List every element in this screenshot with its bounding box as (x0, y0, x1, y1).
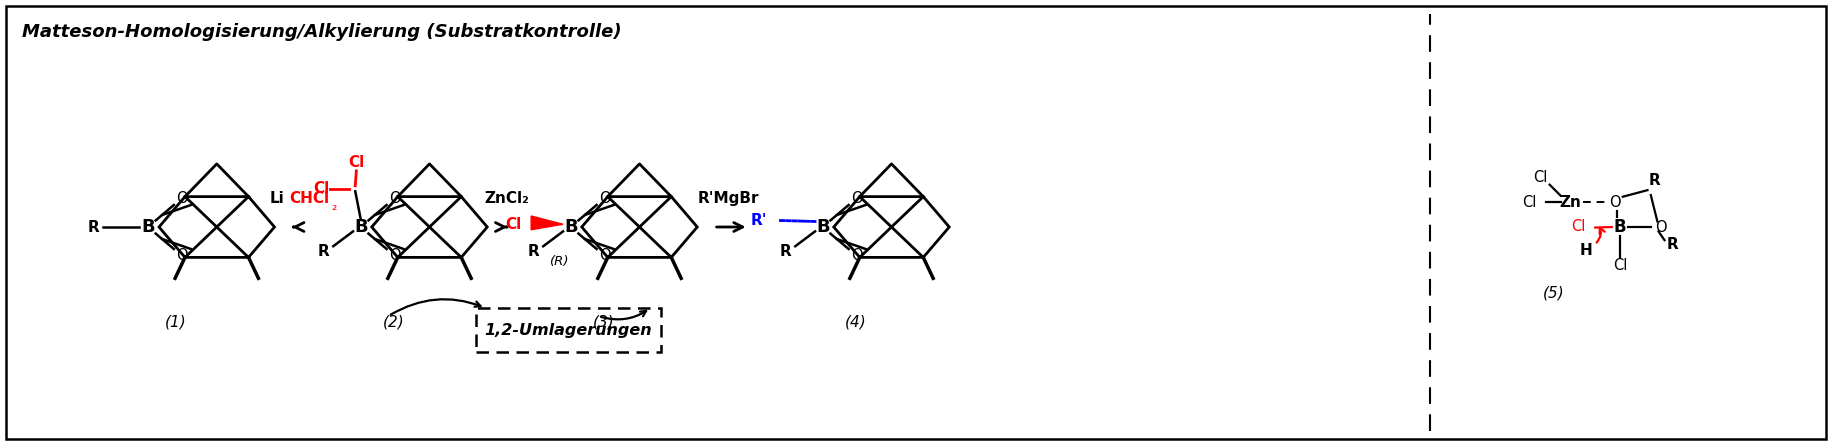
Text: (R): (R) (550, 255, 570, 267)
Text: (5): (5) (1543, 286, 1565, 300)
Text: Matteson-Homologisierung/Alkylierung (Substratkontrolle): Matteson-Homologisierung/Alkylierung (Su… (22, 23, 621, 41)
FancyBboxPatch shape (476, 308, 661, 352)
Text: (4): (4) (845, 314, 867, 329)
Text: R'MgBr: R'MgBr (698, 191, 758, 206)
Text: O: O (1608, 195, 1619, 210)
Text: B: B (141, 218, 156, 236)
Polygon shape (531, 216, 562, 230)
Text: R: R (1649, 173, 1660, 188)
Text: Cl: Cl (1572, 219, 1585, 234)
Text: R': R' (749, 213, 766, 228)
Text: Li: Li (269, 191, 284, 206)
Text: (2): (2) (383, 314, 405, 329)
Text: 1,2-Umlagerungen: 1,2-Umlagerungen (484, 323, 652, 337)
Text: R: R (779, 244, 791, 259)
Text: R: R (1667, 237, 1678, 252)
Text: Cl: Cl (506, 217, 522, 232)
Text: ₂: ₂ (332, 200, 337, 213)
Text: O: O (388, 191, 401, 206)
Text: (3): (3) (594, 314, 614, 329)
Text: O: O (176, 248, 189, 263)
Text: B: B (815, 218, 830, 236)
Text: (1): (1) (165, 314, 187, 329)
Text: R: R (528, 244, 539, 259)
Text: O: O (176, 191, 189, 206)
Text: ZnCl₂: ZnCl₂ (485, 191, 529, 206)
Text: Zn: Zn (1559, 195, 1581, 210)
Text: Cl: Cl (1533, 170, 1548, 185)
Text: O: O (852, 191, 863, 206)
Text: B: B (1614, 218, 1627, 236)
Text: H: H (1579, 243, 1592, 258)
Text: Cl: Cl (1612, 258, 1627, 273)
Text: Cl: Cl (348, 154, 365, 170)
Text: O: O (1654, 219, 1667, 235)
Text: R: R (88, 219, 99, 235)
Text: B: B (564, 218, 577, 236)
Text: O: O (599, 248, 610, 263)
Text: CHCl: CHCl (289, 191, 330, 206)
Text: O: O (388, 248, 401, 263)
Text: Cl: Cl (1522, 195, 1537, 210)
Text: R: R (317, 244, 330, 259)
Text: O: O (852, 248, 863, 263)
Text: Cl: Cl (313, 181, 330, 196)
Text: O: O (599, 191, 610, 206)
Text: B: B (354, 218, 368, 236)
